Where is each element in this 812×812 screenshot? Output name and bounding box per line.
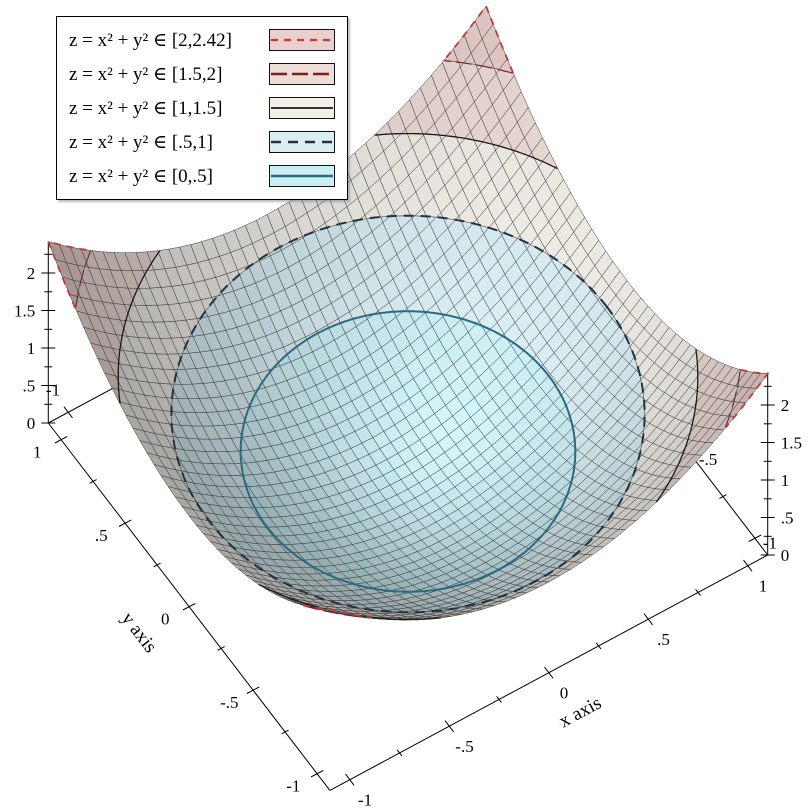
legend-item: z = x² + y² ∈ [1,1.5] [69,91,335,125]
axis-line [89,479,97,484]
axis-line [595,642,602,650]
x-axis-tick-label: -1 [358,791,372,810]
y-axis-tick-label: -1 [286,777,300,796]
axis-line [496,695,502,703]
surface-top-band [48,5,768,619]
legend-item-label: z = x² + y² ∈ [1.5,2] [69,63,223,85]
legend-item: z = x² + y² ∈ [.5,1] [69,125,335,159]
axis-line [246,686,260,694]
z-axis-tick-label: 1 [27,339,36,358]
z-axis-right-tick-label: 1 [781,471,790,490]
surface-mesh [75,59,741,621]
legend-item: z = x² + y² ∈ [2,2.42] [69,23,335,57]
y-axis-back-tick-label: -.5 [699,450,717,469]
legend: z = x² + y² ∈ [2,2.42] z = x² + y² ∈ [1.5… [56,16,348,200]
contour-line-rim [46,4,770,619]
legend-swatch-fill [269,131,335,153]
y-axis-back-tick-label: -1 [763,533,777,552]
legend-swatch [269,63,335,85]
y-axis-title: y axis [117,609,161,657]
z-axis-tick-label: 1.5 [14,302,35,321]
y-axis-tick-label: -.5 [220,693,238,712]
x-axis-tick-label: -.5 [455,737,473,756]
legend-item-label: z = x² + y² ∈ [1,1.5] [69,97,223,119]
legend-item-label: z = x² + y² ∈ [2,2.42] [69,29,232,51]
axis-line [748,534,762,543]
x-axis-tick-label: .5 [657,630,670,649]
legend-swatch [269,165,335,187]
axis-line [695,588,701,596]
y-axis-tick-label: 1 [33,443,42,462]
axis-line [118,519,132,527]
axis-line [743,559,753,572]
z-axis-right-tick-label: 2 [781,396,790,415]
y-axis-tick-label: 0 [161,610,170,629]
legend-swatch [269,131,335,153]
legend-item-label: z = x² + y² ∈ [.5,1] [69,131,213,153]
axis-line [544,666,554,679]
axis-line [643,613,653,626]
axis-line [54,435,68,444]
x-axis-back-tick-label: -1 [46,381,60,400]
legend-swatch [269,29,335,51]
legend-item: z = x² + y² ∈ [0,.5] [69,159,335,193]
y-axis-tick-label: .5 [95,526,108,545]
x-axis-tick-label: 0 [560,684,569,703]
x-axis-tick-label: 1 [759,577,768,596]
axis-line [719,494,727,499]
contour-line-z-0.5 [239,310,577,593]
axis-line [345,773,355,786]
contour-line-z-1.5 [117,132,699,621]
axis-line [281,729,289,735]
z-axis-tick-label: 2 [27,264,36,283]
z-axis-right-tick-label: .5 [781,509,794,528]
contour-line-z-1 [170,214,646,614]
z-axis-right-tick-label: 0 [781,546,790,565]
z-axis-tick-label: .5 [23,377,36,396]
axis-line [310,769,324,778]
legend-item: z = x² + y² ∈ [1.5,2] [69,57,335,91]
axis-line [396,749,403,757]
legend-item-label: z = x² + y² ∈ [0,.5] [69,165,213,187]
axis-line [444,720,454,733]
axis-line [63,406,73,419]
axis-line [153,562,161,568]
z-axis-right-tick-label: 1.5 [781,434,802,453]
rim-contour [46,4,770,619]
axis-line [217,646,225,651]
z-axis-tick-label: 0 [27,414,36,433]
axis-line [182,602,196,611]
legend-swatch [269,97,335,119]
